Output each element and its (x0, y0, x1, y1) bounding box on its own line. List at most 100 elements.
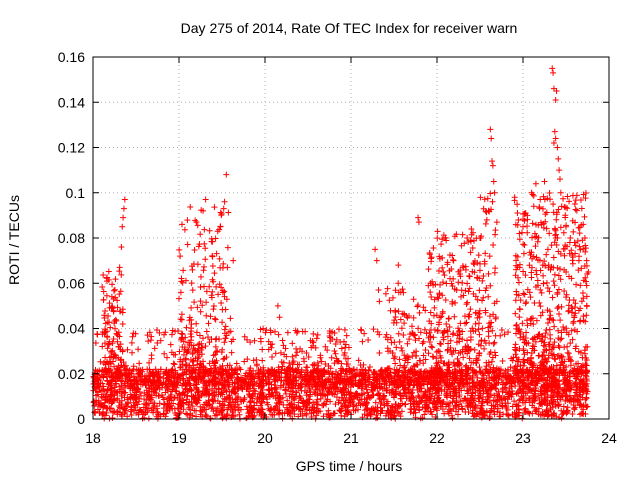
data-point (546, 196, 553, 203)
data-point (353, 390, 360, 397)
data-point (121, 406, 128, 413)
data-point (456, 401, 463, 408)
data-point (151, 386, 158, 393)
data-point (114, 396, 121, 403)
data-point (272, 382, 279, 389)
data-point (551, 282, 558, 289)
data-point (370, 326, 377, 333)
data-point (442, 373, 449, 380)
data-point (445, 403, 452, 410)
data-point (511, 398, 518, 405)
data-point (223, 388, 230, 395)
data-point (221, 339, 228, 346)
data-point (212, 235, 219, 242)
data-point (118, 392, 125, 399)
data-point (475, 252, 482, 259)
data-point (450, 257, 457, 264)
data-point (487, 126, 494, 133)
data-point (197, 284, 204, 291)
data-point (110, 409, 117, 416)
data-point (570, 320, 577, 327)
data-point (570, 318, 577, 325)
data-point (146, 393, 153, 400)
data-point (376, 349, 383, 356)
data-point (551, 128, 558, 135)
data-point (449, 415, 456, 422)
data-point (210, 306, 217, 313)
data-point (516, 314, 523, 321)
data-point (125, 383, 132, 390)
data-point (560, 403, 567, 410)
data-point (99, 343, 106, 350)
data-point (520, 241, 527, 248)
data-point (445, 315, 452, 322)
data-point (111, 408, 118, 415)
data-point (358, 327, 365, 334)
data-point (415, 214, 422, 221)
data-point (116, 291, 123, 298)
data-point (517, 396, 524, 403)
data-point (554, 144, 561, 151)
data-point (136, 360, 143, 367)
data-point (387, 369, 394, 376)
data-point (564, 343, 571, 350)
data-point (211, 270, 218, 277)
data-point (342, 344, 349, 351)
data-point (228, 349, 235, 356)
data-point (372, 415, 379, 422)
data-point (550, 410, 557, 417)
data-point (535, 405, 542, 412)
data-point (232, 406, 239, 413)
data-point (209, 262, 216, 269)
data-point (214, 398, 221, 405)
data-point (432, 390, 439, 397)
data-point (180, 389, 187, 396)
data-point (328, 390, 335, 397)
data-point (533, 385, 540, 392)
data-point (549, 294, 556, 301)
data-point (489, 198, 496, 205)
data-point (533, 271, 540, 278)
data-point (541, 178, 548, 185)
data-point (188, 328, 195, 335)
data-point (402, 389, 409, 396)
data-point (232, 396, 239, 403)
data-point (485, 293, 492, 300)
data-point (307, 388, 314, 395)
data-point (565, 350, 572, 357)
data-point (550, 201, 557, 208)
data-point (156, 393, 163, 400)
data-point (581, 213, 588, 220)
data-point (490, 241, 497, 248)
data-point (429, 411, 436, 418)
data-point (314, 391, 321, 398)
data-point (368, 393, 375, 400)
data-point (388, 389, 395, 396)
data-point (576, 230, 583, 237)
data-point (499, 403, 506, 410)
data-point (212, 316, 219, 323)
data-point (447, 337, 454, 344)
data-point (560, 229, 567, 236)
data-point (572, 206, 579, 213)
data-point (110, 287, 117, 294)
data-point (527, 251, 534, 258)
data-point (554, 305, 561, 312)
data-point (201, 226, 208, 233)
data-point (207, 415, 214, 422)
data-point (279, 337, 286, 344)
data-point (187, 331, 194, 338)
data-point (216, 255, 223, 262)
data-point (191, 246, 198, 253)
data-point (209, 238, 216, 245)
data-point (183, 410, 190, 417)
data-point (116, 404, 123, 411)
data-point (471, 261, 478, 268)
data-point (494, 401, 501, 408)
data-point (484, 399, 491, 406)
data-point (439, 264, 446, 271)
data-point (452, 403, 459, 410)
data-point (391, 339, 398, 346)
data-point (225, 402, 232, 409)
data-point (520, 223, 526, 230)
